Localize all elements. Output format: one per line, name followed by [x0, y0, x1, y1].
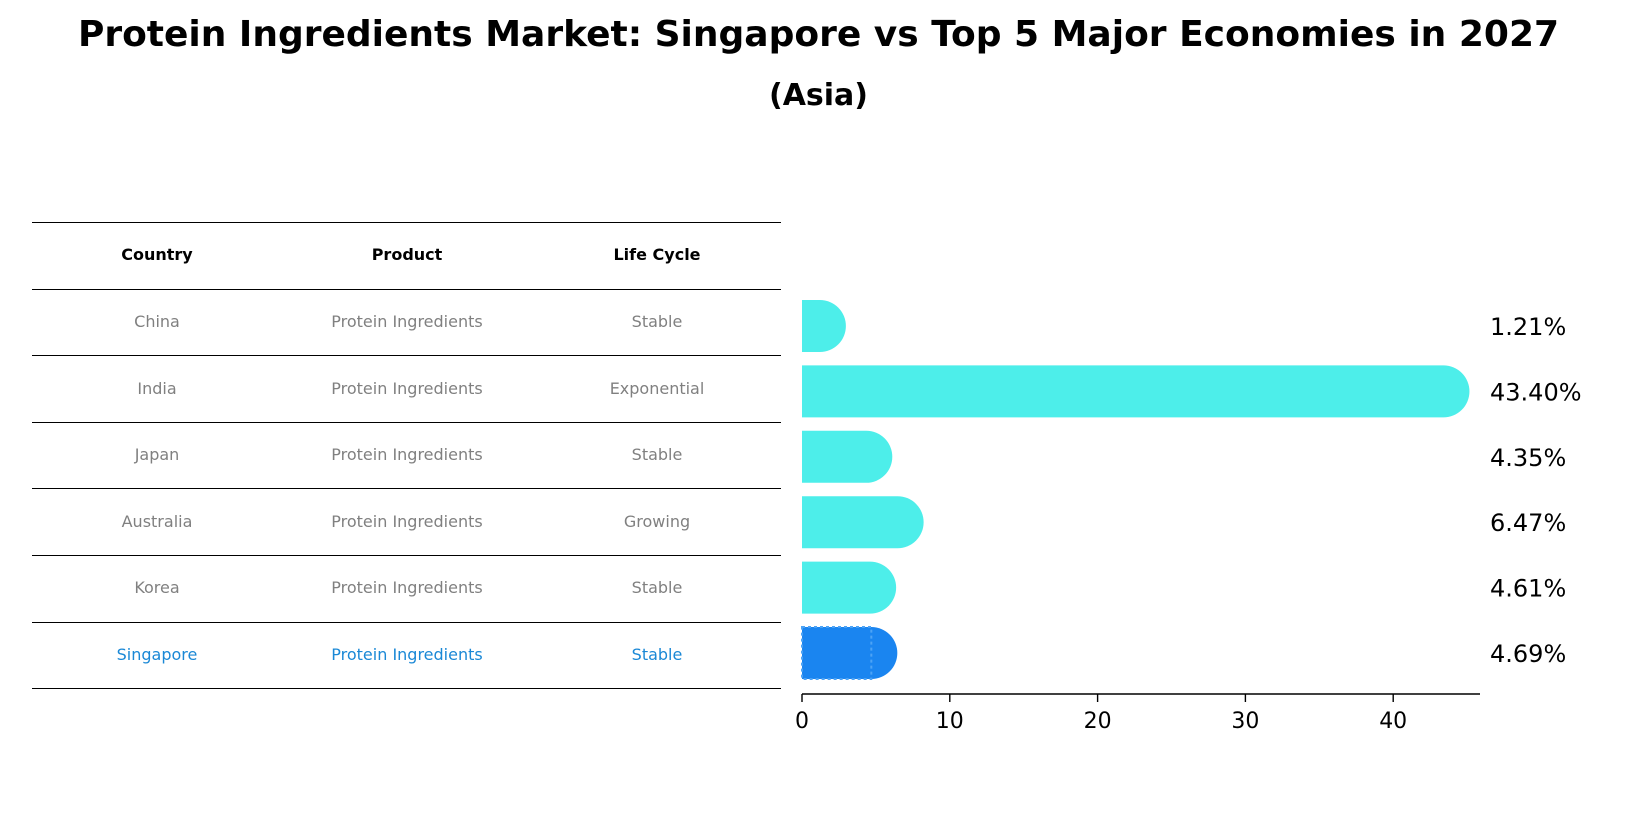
cell-product: Protein Ingredients	[331, 578, 483, 598]
bar-australia	[802, 496, 924, 549]
cell-product: Protein Ingredients	[331, 511, 483, 531]
column-header-life-cycle: Life Cycle	[613, 245, 701, 265]
x-tick-label: 40	[1379, 709, 1407, 734]
data-label: 4.35%	[1490, 444, 1566, 472]
table-rule	[32, 288, 781, 290]
data-label: 43.40%	[1490, 378, 1582, 406]
cell-country: Korea	[134, 578, 180, 598]
cell-product: Protein Ingredients	[331, 378, 483, 398]
cell-country: Japan	[134, 445, 180, 465]
table-rule	[32, 621, 781, 623]
cell-life-cycle: Growing	[623, 511, 691, 531]
table-rule	[32, 355, 781, 357]
bar-china	[802, 300, 846, 352]
table-rule	[32, 688, 781, 690]
x-tick-label: 0	[795, 709, 809, 734]
bar-singapore	[802, 627, 898, 679]
bar-korea	[802, 561, 897, 614]
bar-japan	[802, 430, 893, 483]
cell-product: Protein Ingredients	[331, 644, 483, 664]
chart-subtitle: (Asia)	[768, 78, 869, 113]
cell-life-cycle: Stable	[631, 578, 683, 598]
x-tick-label: 20	[1084, 709, 1112, 734]
column-header-product: Product	[371, 245, 443, 265]
cell-life-cycle: Exponential	[609, 378, 705, 398]
data-label: 4.61%	[1490, 575, 1566, 603]
column-header-country: Country	[121, 245, 193, 265]
cell-life-cycle: Stable	[631, 445, 683, 465]
cell-country: India	[137, 378, 177, 398]
x-tick-label: 30	[1231, 709, 1259, 734]
cell-country: Australia	[121, 511, 193, 531]
cell-life-cycle: Stable	[631, 311, 683, 331]
table-rule	[32, 488, 781, 490]
data-label: 6.47%	[1490, 509, 1566, 537]
bar-highlight-outline	[801, 626, 873, 680]
cell-product: Protein Ingredients	[331, 311, 483, 331]
chart-title: Protein Ingredients Market: Singapore vs…	[77, 14, 1560, 55]
cell-country: China	[134, 311, 180, 331]
data-label: 4.69%	[1490, 640, 1566, 668]
table-rule	[32, 555, 781, 556]
cell-country: Singapore	[116, 644, 198, 664]
table-rule	[32, 222, 781, 223]
table-rule	[32, 421, 781, 423]
data-label: 1.21%	[1490, 313, 1566, 341]
bar-india	[802, 365, 1470, 418]
cell-product: Protein Ingredients	[331, 445, 483, 465]
x-tick-label: 10	[936, 709, 964, 734]
cell-life-cycle: Stable	[631, 644, 683, 664]
